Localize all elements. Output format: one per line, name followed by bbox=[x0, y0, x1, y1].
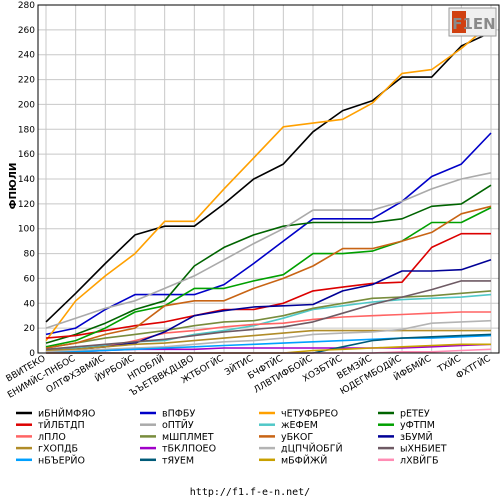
legend-label: ыХНБИЕТ bbox=[400, 444, 447, 455]
y-tick-label: 120 bbox=[18, 200, 35, 210]
legend-label: лХВЙГБ bbox=[400, 454, 439, 466]
legend-label: тЯУЕМ bbox=[162, 455, 194, 466]
legend-label: лПЛО bbox=[38, 432, 66, 443]
legend-item: лХВЙГБ bbox=[378, 454, 439, 466]
legend-item: тЯУЕМ bbox=[140, 455, 194, 466]
y-tick-label: 40 bbox=[24, 299, 36, 309]
y-tick-label: 280 bbox=[18, 1, 35, 11]
y-tick-label: 160 bbox=[18, 150, 35, 160]
series-line-10 bbox=[45, 290, 492, 349]
y-tick-label: 20 bbox=[24, 324, 36, 334]
y-tick-label: 0 bbox=[29, 349, 35, 359]
legend-item: лПЛО bbox=[16, 432, 66, 443]
legend-label: дЦПЧЙОБГЙ bbox=[281, 443, 343, 455]
series-line-13 bbox=[45, 329, 491, 352]
y-tick-label: 100 bbox=[18, 225, 35, 235]
logo: F1EN bbox=[448, 7, 497, 37]
legend-label: зБУМЙ bbox=[400, 431, 433, 443]
legend-item: мБФЙЖЙ bbox=[259, 454, 327, 466]
legend-item: тЙЛБТДП bbox=[16, 419, 85, 431]
legend-label: мШПЛМЕТ bbox=[162, 432, 214, 443]
series-line-6 bbox=[45, 172, 492, 329]
series-line-2 bbox=[45, 132, 492, 336]
legend-item: рЕТЕУ bbox=[378, 409, 430, 420]
legend-label: жЕФЕМ bbox=[281, 420, 318, 431]
legend-item: уФТПМ bbox=[378, 420, 435, 431]
legend-item: уБКОГ bbox=[259, 432, 313, 443]
legend-label: тЙЛБТДП bbox=[38, 419, 85, 431]
legend-item: вПФБУ bbox=[140, 409, 195, 420]
legend-item: дЦПЧЙОБГЙ bbox=[259, 443, 343, 455]
y-tick-label: 200 bbox=[18, 100, 35, 110]
y-tick-label: 180 bbox=[18, 125, 35, 135]
series-line-1 bbox=[45, 31, 492, 323]
y-tick-label: 260 bbox=[18, 26, 35, 36]
series-line-11 bbox=[45, 205, 492, 349]
x-axis-ticks: ВВИТЕКОЕНИМЙС-ПНБОСОЛТФХЗВМЙСЙУРБОЙСНПОБ… bbox=[5, 352, 493, 401]
grid bbox=[38, 4, 499, 354]
series-line-8 bbox=[45, 206, 492, 348]
x-tick-label: ФХТГЙС bbox=[454, 352, 493, 381]
footer-url[interactable]: http://f1.f-e-n.net/ bbox=[190, 487, 310, 498]
legend-label: гХОПДБ bbox=[38, 444, 78, 455]
legend-label: тБКЛПОЕО bbox=[162, 444, 216, 455]
logo-text: F1EN bbox=[452, 15, 495, 33]
legend-item: жЕФЕМ bbox=[259, 420, 318, 431]
series-line-16 bbox=[45, 280, 491, 351]
legend-item: тБКЛПОЕО bbox=[140, 444, 216, 455]
legend-item: мШПЛМЕТ bbox=[140, 432, 214, 443]
legend-item: нБЪЕРЙО bbox=[16, 454, 85, 466]
legend-label: вПФБУ bbox=[162, 409, 195, 420]
legend-label: уФТПМ bbox=[400, 420, 435, 431]
y-tick-label: 60 bbox=[24, 274, 36, 284]
legend-label: рЕТЕУ bbox=[400, 409, 430, 420]
legend-item: чЕТУФБРЕО bbox=[259, 409, 338, 420]
y-tick-label: 220 bbox=[18, 76, 35, 86]
legend-label: иБНЙМФЯО bbox=[38, 408, 95, 420]
series-line-15 bbox=[45, 319, 492, 353]
y-axis-label: ФПЮЛИ bbox=[8, 163, 19, 210]
legend-label: нБЪЕРЙО bbox=[38, 454, 85, 466]
plot-frame bbox=[37, 4, 500, 354]
legend-item: оПТЙУ bbox=[140, 419, 194, 431]
legend-label: оПТЙУ bbox=[162, 419, 194, 431]
legend-item: иБНЙМФЯО bbox=[16, 408, 95, 420]
legend: иБНЙМФЯО вПФБУ чЕТУФБРЕО рЕТЕУ тЙЛБТДП оПТЙУ ж… bbox=[16, 408, 447, 466]
legend-label: уБКОГ bbox=[281, 432, 313, 443]
y-tick-label: 140 bbox=[18, 175, 35, 185]
legend-label: чЕТУФБРЕО bbox=[281, 409, 338, 420]
legend-item: зБУМЙ bbox=[378, 431, 433, 443]
legend-item: гХОПДБ bbox=[16, 444, 78, 455]
y-tick-label: 80 bbox=[24, 250, 36, 260]
y-axis-ticks: 0 20 40 60 80 100 120 140 160 180 200 220 240 260 280 bbox=[18, 1, 35, 359]
series-line-3 bbox=[45, 22, 492, 342]
legend-item: ыХНБИЕТ bbox=[378, 444, 447, 455]
y-tick-label: 240 bbox=[18, 51, 35, 61]
series-line-4 bbox=[45, 184, 492, 344]
legend-label: мБФЙЖЙ bbox=[281, 454, 327, 466]
